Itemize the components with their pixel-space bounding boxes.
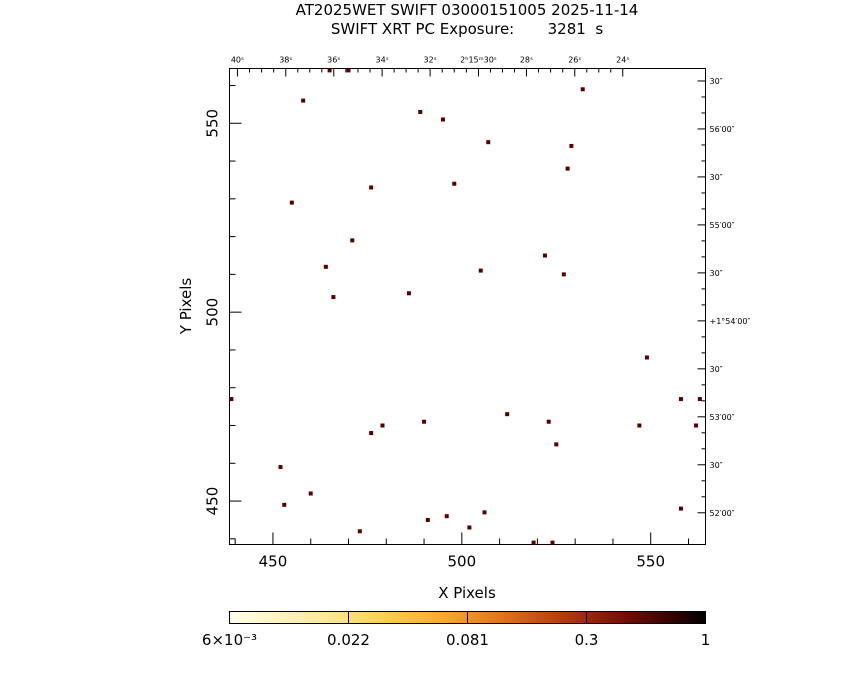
- source-pixel-8: [565, 166, 570, 171]
- source-pixel-5: [486, 140, 491, 145]
- source-pixel-33: [282, 502, 287, 507]
- source-pixel-36: [444, 514, 449, 519]
- source-pixel-6: [569, 143, 574, 148]
- source-pixel-35: [482, 510, 487, 515]
- source-pixel-11: [289, 200, 294, 205]
- ra-tick-label: 26ˢ: [568, 56, 581, 65]
- source-pixel-37: [425, 517, 430, 522]
- source-pixel-34: [678, 506, 683, 511]
- source-pixel-4: [440, 117, 445, 122]
- dec-tick-label: 30″: [710, 365, 723, 374]
- ra-tick-label: 32ˢ: [424, 56, 437, 65]
- source-pixel-27: [637, 423, 642, 428]
- source-pixel-16: [561, 272, 566, 277]
- y-axis-label: Y Pixels: [177, 278, 195, 336]
- colorbar-tick-label: 6×10⁻³: [202, 631, 257, 649]
- axis-ticks: [229, 68, 706, 545]
- y-tick-label: 550: [204, 109, 222, 138]
- y-tick-label: 500: [204, 298, 222, 327]
- colorbar-tick-label: 1: [701, 631, 711, 649]
- source-pixel-7: [580, 87, 585, 92]
- source-pixel-17: [406, 291, 411, 296]
- dec-tick-label: 56′00″: [710, 125, 735, 134]
- source-pixel-29: [369, 431, 374, 436]
- source-pixel-40: [531, 540, 536, 545]
- ra-tick-label: 24ˢ: [616, 56, 629, 65]
- ra-tick-label: 38ˢ: [279, 56, 292, 65]
- ra-tick-label: 2ʰ15ᵐ30ˢ: [460, 56, 497, 65]
- colorbar-tick-label: 0.3: [575, 631, 599, 649]
- source-pixels: [229, 68, 702, 545]
- source-pixel-30: [554, 442, 559, 447]
- x-tick-label: 500: [448, 553, 477, 571]
- dec-tick-label: 30″: [710, 173, 723, 182]
- dec-tick-label: 52′00″: [710, 509, 735, 518]
- source-pixel-13: [542, 253, 547, 258]
- source-pixel-32: [308, 491, 313, 496]
- colorbar-tick-label: 0.022: [327, 631, 370, 649]
- source-pixel-3: [418, 109, 423, 114]
- colorbar-ticks: 6×10⁻³ 0.022 0.081 0.3 1: [202, 611, 711, 649]
- dec-tick-label: 53′00″: [710, 413, 735, 422]
- y-tick-label: 450: [204, 487, 222, 516]
- axis-tick-labels: 450 500 550 450 500 550 40ˢ 38ˢ 36ˢ 34ˢ 32ˢ 2ʰ15ᵐ30…: [204, 56, 751, 571]
- chart-title: AT2025WET SWIFT 03000151005 2025-11-14: [296, 1, 639, 19]
- plot-frame: [229, 68, 706, 545]
- source-pixel-22: [697, 397, 702, 402]
- x-tick-label: 550: [636, 553, 665, 571]
- source-pixel-9: [369, 185, 374, 190]
- ra-tick-label: 36ˢ: [327, 56, 340, 65]
- ra-tick-label: 34ˢ: [376, 56, 389, 65]
- colorbar-tick-label: 0.081: [446, 631, 489, 649]
- source-pixel-28: [694, 423, 699, 428]
- source-pixel-12: [350, 238, 355, 243]
- dec-tick-label: +1°54′00″: [710, 317, 751, 326]
- source-pixel-39: [357, 529, 362, 534]
- ra-tick-label: 40ˢ: [231, 56, 244, 65]
- dec-tick-label: 55′00″: [710, 221, 735, 230]
- source-pixel-24: [422, 419, 427, 424]
- source-pixel-25: [546, 419, 551, 424]
- source-pixel-20: [229, 397, 234, 402]
- source-pixel-19: [644, 355, 649, 360]
- source-pixel-26: [380, 423, 385, 428]
- x-tick-label: 450: [259, 553, 288, 571]
- dec-tick-label: 30″: [710, 269, 723, 278]
- ra-tick-label: 28ˢ: [520, 56, 533, 65]
- chart-subtitle: SWIFT XRT PC Exposure: 3281 s: [331, 20, 603, 38]
- dec-tick-label: 30″: [710, 77, 723, 86]
- source-pixel-31: [278, 465, 283, 470]
- source-pixel-2: [301, 98, 306, 103]
- source-pixel-14: [323, 264, 328, 269]
- source-pixel-18: [331, 295, 336, 300]
- source-pixel-10: [452, 181, 457, 186]
- dec-tick-label: 30″: [710, 461, 723, 470]
- source-pixel-0: [327, 68, 332, 73]
- source-pixel-1: [346, 68, 351, 73]
- source-pixel-41: [550, 540, 555, 545]
- source-pixel-15: [478, 268, 483, 273]
- source-pixel-38: [467, 525, 472, 530]
- source-pixel-23: [505, 412, 510, 417]
- x-axis-label: X Pixels: [438, 584, 496, 602]
- source-pixel-21: [678, 397, 683, 402]
